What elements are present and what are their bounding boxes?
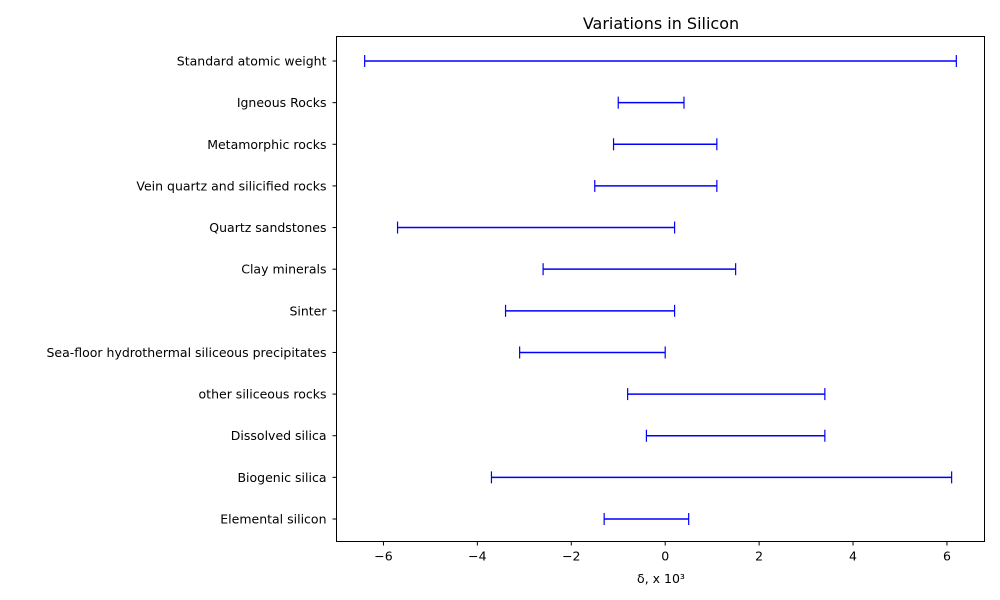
- x-tick-label: −4: [468, 549, 486, 564]
- y-tick-label: Quartz sandstones: [209, 220, 326, 235]
- x-tick-label: −6: [374, 549, 392, 564]
- y-tick-label: other siliceous rocks: [199, 387, 327, 402]
- y-tick-label: Dissolved silica: [231, 428, 327, 443]
- x-tick-label: 2: [755, 549, 763, 564]
- plot-area-frame: [336, 36, 985, 542]
- y-tick-label: Biogenic silica: [237, 470, 326, 485]
- x-tick-label: 4: [849, 549, 857, 564]
- y-tick-label: Clay minerals: [241, 262, 326, 277]
- x-tick-label: −2: [562, 549, 580, 564]
- x-tick-label: 0: [661, 549, 669, 564]
- y-tick-label: Elemental silicon: [220, 512, 326, 527]
- x-axis: −6 −4 −2 0 2 4 6: [374, 541, 951, 564]
- range-marks: [364, 55, 957, 525]
- y-tick-label: Sea-floor hydrothermal siliceous precipi…: [46, 345, 326, 360]
- y-tick-label: Sinter: [289, 303, 327, 318]
- y-axis: Standard atomic weight Igneous Rocks Metam…: [46, 54, 337, 527]
- y-tick-label: Standard atomic weight: [177, 54, 327, 69]
- chart-title: Variations in Silicon: [583, 14, 739, 33]
- x-tick-label: 6: [943, 549, 951, 564]
- y-tick-label: Igneous Rocks: [237, 95, 327, 110]
- x-axis-label: δ, x 10³: [637, 571, 685, 586]
- y-tick-label: Metamorphic rocks: [207, 137, 326, 152]
- y-tick-label: Vein quartz and silicified rocks: [136, 178, 326, 193]
